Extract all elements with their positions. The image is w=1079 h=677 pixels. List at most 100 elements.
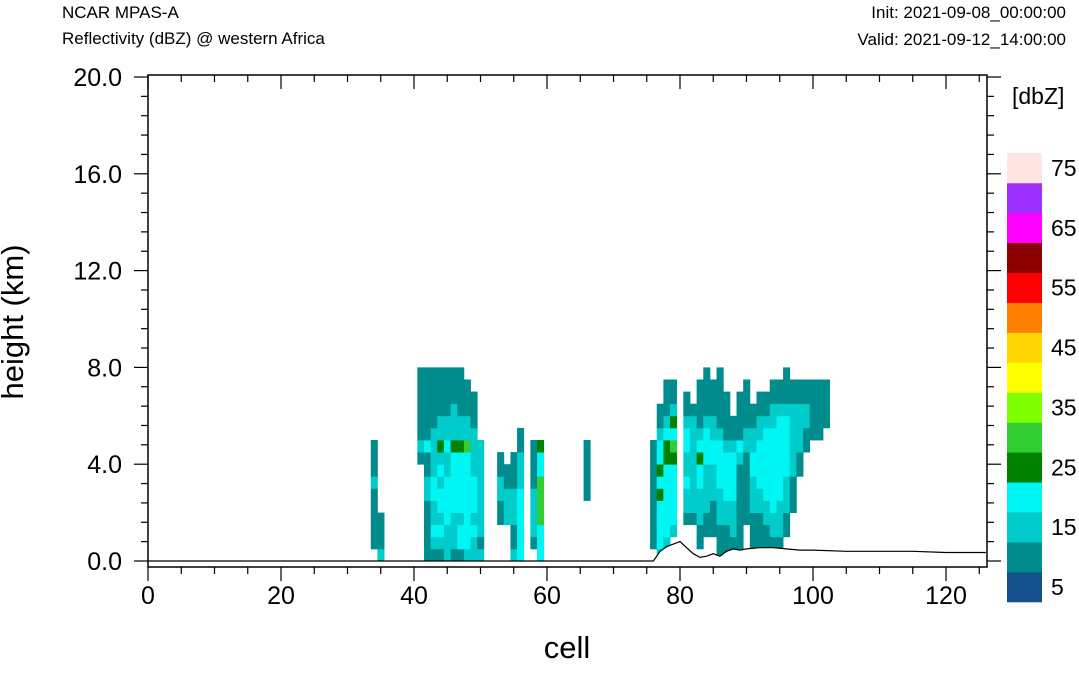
reflectivity-cell [517, 500, 525, 513]
reflectivity-cell [417, 391, 425, 405]
reflectivity-cell [437, 500, 445, 513]
reflectivity-cell [656, 427, 664, 441]
reflectivity-cell [450, 464, 458, 477]
reflectivity-cell [743, 427, 751, 441]
reflectivity-cell [430, 367, 438, 380]
reflectivity-cell [470, 536, 478, 550]
reflectivity-cell [776, 536, 784, 550]
x-tick-label: 100 [792, 582, 834, 610]
reflectivity-cell [530, 464, 538, 477]
reflectivity-cell [756, 391, 764, 405]
reflectivity-cell [703, 476, 711, 489]
reflectivity-cell [763, 524, 771, 538]
reflectivity-cell [696, 391, 704, 405]
reflectivity-cell [816, 427, 824, 441]
x-tick-label: 40 [400, 582, 428, 610]
reflectivity-cell [517, 524, 525, 538]
reflectivity-cell [670, 403, 678, 417]
reflectivity-cell [443, 367, 451, 380]
reflectivity-cell [497, 476, 505, 489]
reflectivity-cell [670, 427, 678, 441]
reflectivity-cell [683, 464, 691, 477]
reflectivity-cell [683, 476, 691, 489]
reflectivity-cell [423, 440, 432, 453]
reflectivity-cell [583, 476, 591, 489]
reflectivity-cell [430, 536, 438, 550]
reflectivity-cell [450, 440, 458, 453]
reflectivity-cell [703, 488, 711, 501]
reflectivity-cell [723, 415, 731, 429]
colorbar-swatch [1007, 153, 1042, 184]
reflectivity-cell [729, 464, 737, 477]
reflectivity-cell [437, 427, 445, 441]
reflectivity-cell [537, 536, 545, 550]
reflectivity-cell [663, 464, 671, 477]
reflectivity-cell [656, 500, 664, 513]
reflectivity-cell [776, 452, 784, 465]
valid-time: Valid: 2021-09-12_14:00:00 [857, 30, 1066, 49]
reflectivity-cell [709, 500, 717, 513]
reflectivity-cell [769, 391, 777, 405]
reflectivity-cell [370, 464, 378, 477]
reflectivity-cell [663, 536, 671, 550]
reflectivity-cell [783, 476, 791, 489]
reflectivity-cell [783, 391, 791, 405]
reflectivity-cell [423, 524, 432, 538]
y-tick-label: 12.0 [73, 258, 122, 286]
reflectivity-cell [537, 548, 545, 562]
reflectivity-cell [656, 452, 664, 465]
reflectivity-cell [756, 427, 764, 441]
reflectivity-cell [683, 500, 691, 513]
reflectivity-cell [783, 512, 791, 526]
reflectivity-cell [749, 427, 757, 441]
reflectivity-cell [583, 464, 591, 477]
reflectivity-cell [756, 464, 764, 477]
reflectivity-cell [430, 403, 438, 417]
reflectivity-cell [437, 403, 445, 417]
reflectivity-cell [537, 476, 545, 489]
reflectivity-cell [756, 476, 764, 489]
reflectivity-cell [423, 452, 432, 465]
reflectivity-cell [510, 548, 518, 562]
colorbar-swatch [1007, 542, 1042, 573]
reflectivity-cell [803, 415, 811, 429]
reflectivity-cell [776, 440, 784, 453]
reflectivity-cell [709, 391, 717, 405]
reflectivity-cell [683, 512, 691, 526]
reflectivity-cell [470, 548, 478, 562]
reflectivity-cell [743, 415, 751, 429]
reflectivity-cell [723, 464, 731, 477]
reflectivity-cell [683, 452, 691, 465]
reflectivity-cell [457, 379, 465, 392]
reflectivity-cell [497, 512, 505, 526]
reflectivity-cell [450, 403, 458, 417]
reflectivity-cell [517, 548, 525, 562]
reflectivity-cell [443, 536, 451, 550]
reflectivity-cell [463, 488, 471, 501]
reflectivity-cell [716, 415, 724, 429]
reflectivity-cell [443, 488, 451, 501]
reflectivity-cell [663, 440, 671, 453]
reflectivity-cell [809, 427, 817, 441]
reflectivity-cell [696, 379, 704, 392]
reflectivity-cell [729, 476, 737, 489]
reflectivity-cell [763, 536, 771, 550]
reflectivity-cell [370, 452, 378, 465]
reflectivity-cell [716, 403, 724, 417]
reflectivity-cell [537, 488, 545, 501]
reflectivity-cell [716, 536, 724, 550]
reflectivity-cell [443, 476, 451, 489]
reflectivity-cell [503, 500, 511, 513]
y-tick-label: 4.0 [87, 451, 122, 479]
reflectivity-cell [796, 440, 804, 453]
reflectivity-cell [789, 379, 797, 392]
reflectivity-cell [510, 488, 518, 501]
reflectivity-cell [656, 488, 664, 501]
reflectivity-cell [703, 524, 711, 538]
reflectivity-cell [377, 548, 385, 562]
reflectivity-cell [776, 500, 784, 513]
reflectivity-cell [769, 476, 777, 489]
reflectivity-cell [729, 452, 737, 465]
reflectivity-cell [769, 415, 777, 429]
reflectivity-cell [443, 379, 451, 392]
